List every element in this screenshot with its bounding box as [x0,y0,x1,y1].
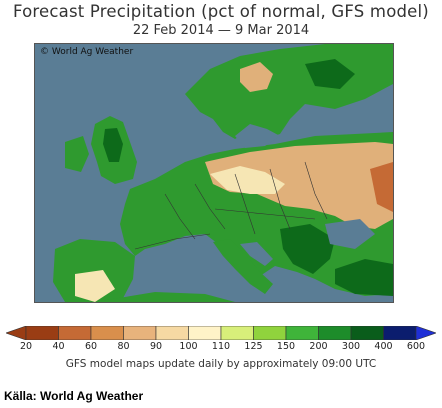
sea-adriatic [240,242,273,266]
sea-baltic [235,124,280,148]
legend-label: 200 [309,341,328,352]
land-great-britain-wet [103,128,123,162]
source-credit: Källa: World Ag Weather [4,389,144,403]
land-scandinavia-wet [305,59,355,89]
land-russia-very-dry [370,162,393,212]
map-title: Forecast Precipitation (pct of normal, G… [13,2,429,21]
europe-map-graphic [35,44,393,302]
land-turkey [335,259,393,296]
land-italy [213,239,273,294]
legend-label: 40 [52,341,65,352]
land-ireland [65,136,89,172]
land-iberia-normal [75,270,115,302]
land-balkans-wet [280,224,335,274]
legend-label: 125 [244,341,263,352]
legend-label: 80 [117,341,130,352]
legend-label: 60 [84,341,98,352]
legend-arrow-low [6,326,27,340]
legend-swatch [318,326,352,340]
legend-color-bar [6,326,436,340]
legend-label: 150 [276,341,296,352]
country-borders [134,161,328,250]
map-copyright: © World Ag Weather [40,47,134,57]
legend-swatch [25,326,59,340]
legend-label: 400 [374,341,393,352]
legend-label: 600 [406,341,426,352]
legend-label: 110 [211,341,231,352]
legend-swatch [155,326,189,340]
legend-swatch [90,326,124,340]
legend-swatch [58,326,92,340]
land-scandinavia-dry [240,62,273,92]
legend-label: 90 [149,341,163,352]
legend-labels: 20 40 60 80 90 100 110 125 150 200 300 400 600 [0,341,442,353]
land-normal-band [210,166,285,194]
legend-label: 100 [179,341,198,352]
legend-arrow-high [415,326,436,340]
land-central-europe-dry [205,142,393,229]
legend-swatch [220,326,254,340]
legend-swatch [253,326,287,340]
land-iberia [53,239,135,302]
precipitation-map: © World Ag Weather [34,43,394,303]
legend-label: 300 [341,341,361,352]
legend-swatch [123,326,157,340]
legend-swatch [285,326,319,340]
legend-swatch [188,326,222,340]
map-date-range: 22 Feb 2014 — 9 Mar 2014 [132,23,310,38]
legend-label: 20 [19,341,33,352]
legend-swatch [383,326,417,340]
update-note: GFS model maps update daily by approxima… [65,358,377,370]
sea-black [325,219,375,249]
land-north-africa [95,292,235,302]
legend-swatch [350,326,384,340]
